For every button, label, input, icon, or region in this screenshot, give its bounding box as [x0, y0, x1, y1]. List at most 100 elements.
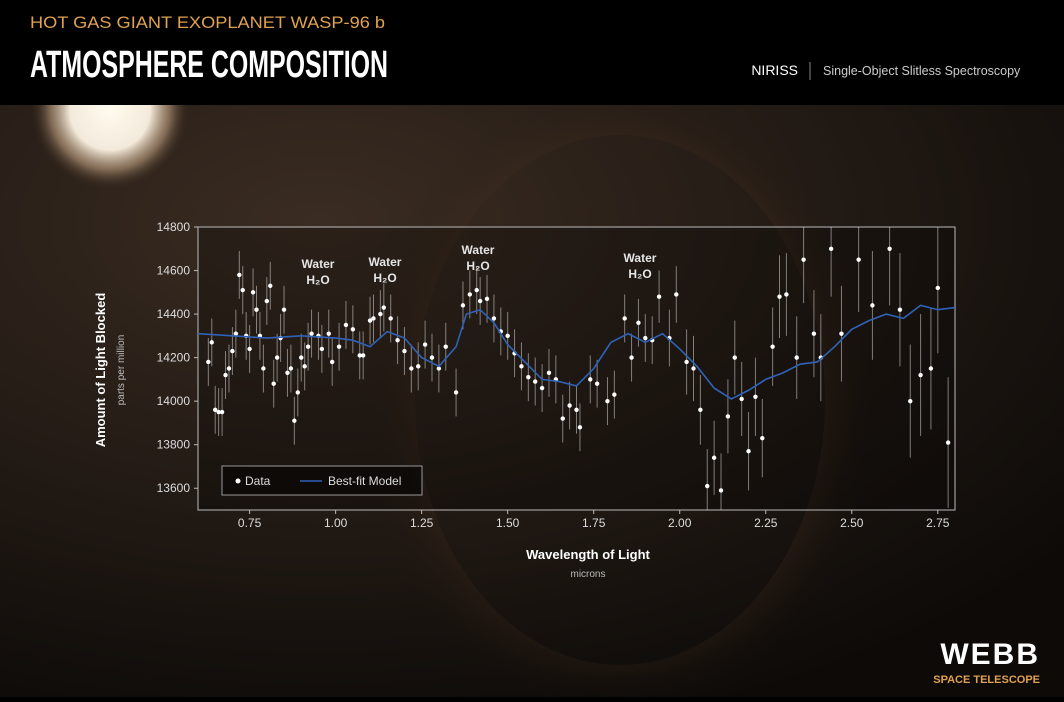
data-point — [732, 355, 737, 360]
data-point — [546, 370, 552, 376]
data-point — [285, 370, 290, 376]
x-tick-label: 2.00 — [668, 516, 692, 530]
data-point — [271, 381, 276, 386]
data-point — [305, 344, 311, 349]
mode: Single-Object Slitless Spectroscopy — [823, 64, 1021, 78]
data-point — [491, 316, 497, 321]
data-point — [416, 364, 421, 369]
data-point — [343, 322, 349, 328]
data-point — [594, 381, 600, 386]
data-point — [443, 344, 448, 349]
data-point — [725, 414, 731, 419]
data-point — [577, 425, 583, 430]
data-point — [539, 385, 545, 391]
data-point — [870, 303, 875, 308]
x-axis-label: Wavelength of Light — [526, 547, 650, 562]
data-point — [223, 372, 228, 378]
title: ATMOSPHERE COMPOSITION — [30, 44, 388, 86]
data-point — [264, 298, 270, 304]
data-point — [711, 455, 717, 460]
data-point — [422, 342, 428, 347]
data-point — [887, 246, 892, 251]
data-point — [319, 346, 325, 352]
header-band — [0, 0, 1064, 105]
data-point — [505, 333, 510, 339]
data-point — [629, 355, 634, 360]
data-point — [213, 407, 218, 413]
data-point — [292, 418, 297, 423]
data-point — [329, 359, 335, 365]
y-tick-label: 14600 — [157, 264, 191, 278]
annotation-formula: H₂O — [306, 273, 329, 287]
annotation-text: Water — [624, 251, 657, 265]
annotation-formula: H₂O — [628, 267, 651, 281]
data-point — [230, 348, 235, 354]
logo-name: WEBB — [940, 638, 1040, 671]
data-point — [477, 298, 483, 304]
data-point — [381, 305, 387, 310]
data-point — [219, 409, 225, 415]
y-tick-label: 13800 — [157, 438, 191, 452]
data-point — [453, 390, 459, 395]
data-point — [828, 246, 834, 251]
data-point — [643, 335, 648, 341]
data-point — [233, 331, 239, 336]
data-point — [811, 331, 817, 336]
plot-frame — [197, 226, 956, 511]
data-point — [409, 366, 414, 371]
data-point — [897, 307, 903, 312]
y-tick-label: 14800 — [157, 220, 191, 234]
annotation-text: Water — [462, 243, 495, 257]
data-point — [209, 340, 214, 345]
data-point — [302, 364, 307, 369]
data-point — [945, 440, 951, 445]
data-point — [684, 359, 689, 365]
data-point — [801, 257, 806, 262]
data-point — [388, 316, 393, 321]
x-tick-label: 2.50 — [840, 516, 864, 530]
data-point — [574, 407, 579, 413]
data-point — [247, 346, 252, 352]
data-point — [299, 355, 304, 360]
data-point — [226, 366, 232, 371]
data-point — [794, 355, 799, 360]
data-point — [350, 327, 356, 332]
data-point — [274, 355, 280, 360]
data-point — [560, 416, 565, 421]
data-point — [526, 375, 531, 380]
data-point — [467, 292, 473, 297]
data-point — [612, 392, 617, 397]
y-axis-label: Amount of Light Blocked — [93, 293, 108, 448]
data-point — [288, 366, 294, 371]
data-point — [839, 331, 844, 336]
data-point — [206, 359, 211, 365]
data-point — [674, 292, 679, 297]
data-point — [746, 449, 751, 454]
data-point — [691, 366, 696, 371]
data-point — [777, 294, 782, 299]
kicker: HOT GAS GIANT EXOPLANET WASP-96 b — [30, 13, 385, 32]
data-point — [753, 394, 758, 399]
data-point — [856, 257, 861, 262]
data-point — [402, 348, 407, 354]
data-point — [533, 379, 538, 384]
data-point — [250, 290, 256, 295]
data-point — [281, 307, 287, 312]
data-point — [760, 435, 765, 441]
legend-marker — [235, 478, 241, 484]
data-point — [928, 366, 934, 371]
data-point — [309, 331, 314, 336]
data-point — [429, 355, 435, 360]
data-point — [326, 331, 331, 336]
data-point — [261, 366, 266, 371]
data-point — [216, 409, 221, 415]
data-point — [357, 353, 362, 358]
x-tick-label: 0.75 — [238, 516, 262, 530]
data-point — [237, 272, 242, 278]
annotation-text: Water — [302, 257, 335, 271]
data-point — [784, 292, 789, 297]
annotation-formula: H₂O — [466, 259, 489, 273]
data-point — [935, 285, 940, 291]
y-tick-label: 13600 — [157, 481, 191, 495]
